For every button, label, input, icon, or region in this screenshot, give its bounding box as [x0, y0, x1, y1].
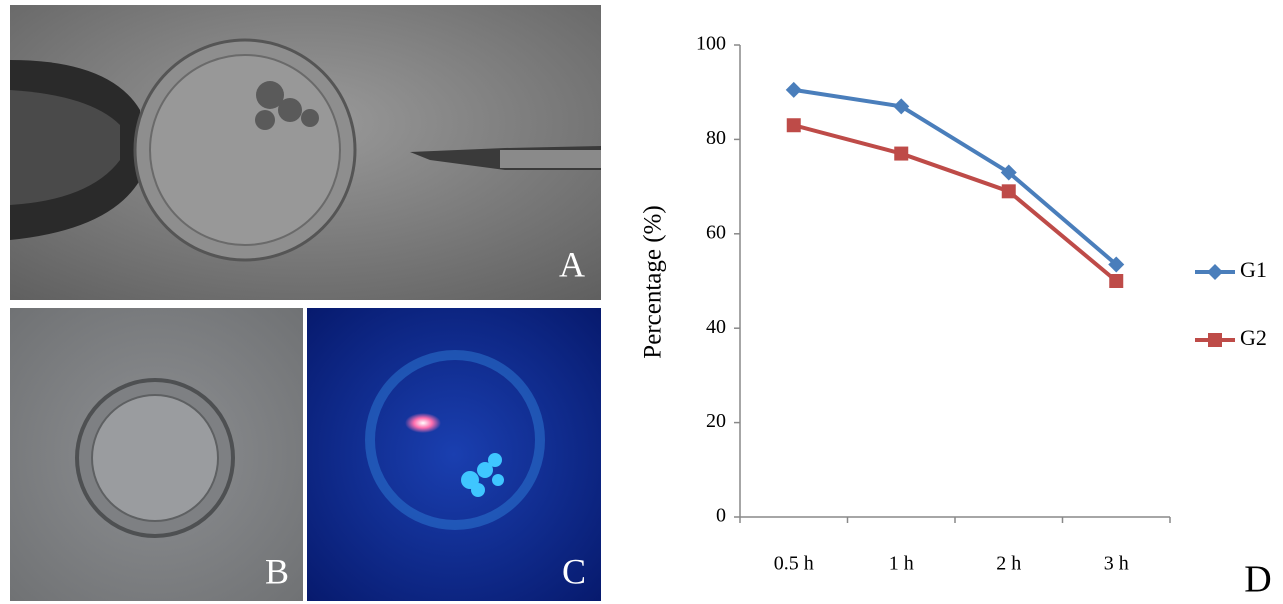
legend-label: G2 [1240, 325, 1267, 350]
micrograph-b [10, 308, 303, 601]
point [787, 118, 801, 132]
point [1207, 264, 1223, 280]
point [1002, 184, 1016, 198]
panel-label: B [265, 551, 289, 591]
panel-label: A [559, 244, 585, 284]
panel-label: C [562, 551, 586, 591]
x-tick-label: 2 h [996, 553, 1021, 575]
y-tick-label: 60 [706, 221, 726, 243]
micrograph-a [10, 5, 601, 300]
point [1109, 274, 1123, 288]
x-tick-label: 1 h [889, 553, 914, 575]
point [786, 82, 802, 98]
point [1208, 333, 1222, 347]
y-tick-label: 80 [706, 127, 726, 149]
x-tick-label: 0.5 h [774, 553, 814, 575]
series-line [794, 125, 1117, 281]
panel-label: D [1244, 559, 1271, 601]
micrograph-c [307, 308, 601, 601]
figure: A B C D Percentage (%) 0 20 40 60 80 100 0.5 h… [0, 0, 1283, 604]
y-tick-label: 100 [696, 33, 726, 55]
y-tick-label: 0 [716, 505, 726, 527]
y-axis-label: Percentage (%) [640, 205, 667, 358]
legend-label: G1 [1240, 257, 1267, 282]
y-tick-label: 20 [706, 410, 726, 432]
point [894, 147, 908, 161]
x-tick-label: 3 h [1104, 553, 1129, 575]
y-tick-label: 40 [706, 316, 726, 338]
